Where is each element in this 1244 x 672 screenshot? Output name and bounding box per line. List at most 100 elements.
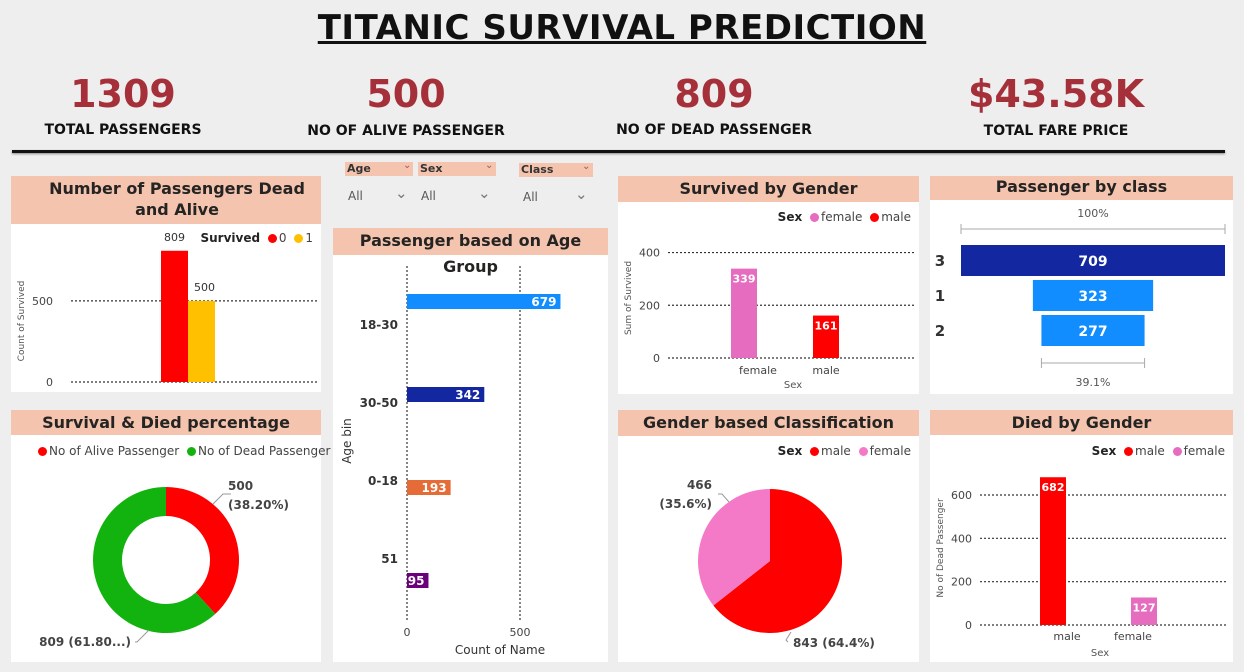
- legend-item: No of Dead Passenger: [198, 444, 331, 458]
- passenger-class-funnel: 100% 39.1% 709 3 323 1 277 2: [935, 207, 1226, 389]
- data-label: 339: [733, 273, 756, 286]
- died-gender-chart: No of Dead Passenger Sex 0 200 400 600 682 ma…: [936, 477, 1228, 659]
- survival-percentage-legend: No of Alive Passenger No of Dead Passeng…: [34, 444, 330, 458]
- data-label: 466: [687, 478, 712, 492]
- y-tick-label: 0: [653, 352, 660, 365]
- data-label: 323: [1078, 289, 1107, 305]
- x-tick-label: male: [812, 364, 840, 377]
- gender-classification-title: Gender based Classification: [618, 410, 919, 436]
- survival-donut-chart: 500 (38.20%) 809 (61.80...): [39, 479, 289, 649]
- kpi-total-passengers-label: TOTAL PASSENGERS: [44, 122, 202, 138]
- legend-swatch: [870, 213, 880, 222]
- x-axis-label: Count of Name: [455, 643, 545, 657]
- funnel-bar: [961, 245, 1225, 276]
- bar: [1131, 597, 1157, 625]
- x-tick-label: female: [1114, 630, 1152, 643]
- category-label: 1: [935, 287, 945, 305]
- died-gender-title: Died by Gender: [930, 410, 1233, 435]
- data-label: 342: [455, 388, 480, 402]
- passenger-class-title: Passenger by class: [930, 176, 1233, 200]
- dead-alive-legend: Survived 0 1: [200, 231, 313, 245]
- survived-gender-title: Survived by Gender: [618, 176, 919, 202]
- pie-slice: [698, 489, 770, 606]
- class-slicer-value: All: [523, 190, 538, 204]
- x-tick-label: female: [739, 364, 777, 377]
- kpi-dead-value: 809: [674, 72, 754, 116]
- dashboard-title: TITANIC SURVIVAL PREDICTION: [317, 8, 927, 48]
- legend-item: female: [1183, 444, 1225, 458]
- leader-line: [212, 493, 231, 505]
- y-tick-label: 0: [46, 376, 53, 389]
- legend-swatch: [294, 234, 304, 243]
- funnel-top-label: 100%: [1077, 207, 1108, 220]
- data-label: 809 (61.80...): [39, 635, 131, 649]
- bar: [407, 294, 561, 309]
- chevron-down-icon: ⌄: [478, 184, 491, 202]
- x-axis-label: Sex: [1091, 648, 1109, 659]
- funnel-bottom-label: 39.1%: [1076, 376, 1111, 389]
- legend-item: male: [1135, 444, 1165, 458]
- data-label: 95: [408, 574, 425, 588]
- data-label: 161: [815, 320, 838, 333]
- bar: [407, 573, 429, 588]
- data-label: 500: [194, 281, 215, 294]
- dead-alive-card: Number of Passengers Dead and Alive Surv…: [11, 176, 321, 392]
- gender-classification-card: Gender based Classification Sex male fem…: [618, 410, 919, 662]
- sex-slicer[interactable]: Sex ⌄ All ⌄: [418, 160, 498, 203]
- donut-slice: [92, 487, 216, 633]
- legend-item: male: [821, 444, 851, 458]
- data-label: 500: [228, 479, 253, 493]
- y-tick-label: 200: [639, 299, 660, 312]
- funnel-bar: [1041, 315, 1145, 346]
- bar: [731, 268, 757, 358]
- y-axis-label: Age bin: [340, 418, 354, 464]
- y-tick-label: 51: [381, 552, 398, 566]
- legend-title: Survived: [200, 231, 261, 245]
- legend-item: 1: [305, 231, 313, 245]
- y-tick-label: 18-30: [360, 318, 398, 332]
- legend-swatch: [38, 447, 47, 456]
- died-gender-legend: Sex male female: [1092, 444, 1225, 458]
- survived-gender-chart: Sum of Survived Sex 0 200 400 339 female 161 m…: [624, 247, 914, 391]
- chevron-down-icon: ⌄: [403, 160, 412, 171]
- data-label: (38.20%): [228, 498, 289, 512]
- age-group-card: Passenger based on Age Group Age bin Cou…: [333, 228, 608, 662]
- data-label: 277: [1078, 324, 1107, 340]
- header-divider: [12, 150, 1225, 153]
- bar: [161, 250, 188, 382]
- kpi-alive-label: NO OF ALIVE PASSENGER: [307, 123, 505, 139]
- dead-alive-title: Number of Passengers Dead and Alive: [11, 176, 321, 224]
- y-tick-label: 400: [639, 247, 660, 260]
- legend-swatch: [810, 213, 820, 222]
- class-slicer-label: Class: [519, 163, 593, 177]
- chevron-down-icon: ⌄: [582, 161, 591, 172]
- x-tick-label: 500: [510, 626, 531, 639]
- died-gender-card: Died by Gender Sex male female No of Dea…: [930, 410, 1233, 662]
- kpi-dead-label: NO OF DEAD PASSENGER: [616, 122, 812, 138]
- kpi-fare-value: $43.58K: [967, 72, 1145, 116]
- y-tick-label: 500: [32, 295, 53, 308]
- leader-line: [718, 493, 730, 503]
- legend-item: female: [821, 210, 863, 224]
- age-slicer[interactable]: Age ⌄ All ⌄: [345, 160, 415, 203]
- legend-item: 0: [278, 231, 287, 245]
- legend-item: female: [869, 444, 911, 458]
- bar: [813, 315, 839, 358]
- bar: [407, 387, 485, 402]
- y-tick-label: 0: [965, 619, 972, 632]
- bar: [188, 300, 215, 382]
- data-label: 682: [1042, 481, 1065, 494]
- x-axis-label: Sex: [784, 380, 802, 391]
- y-tick-label: 30-50: [360, 396, 398, 410]
- class-slicer[interactable]: Class ⌄ All ⌄: [519, 161, 595, 204]
- data-label: 127: [1133, 601, 1156, 614]
- legend-swatch: [858, 447, 868, 456]
- x-tick-label: male: [1053, 630, 1081, 643]
- donut-slice: [166, 487, 239, 614]
- chevron-down-icon: ⌄: [575, 185, 588, 203]
- gender-classification-pie: 843 (64.4%) 466 (35.6%): [659, 478, 875, 650]
- legend-swatch: [1172, 447, 1182, 456]
- y-axis-label: No of Dead Passenger: [936, 498, 946, 598]
- data-label: 843 (64.4%): [793, 636, 875, 650]
- data-label: 193: [422, 481, 447, 495]
